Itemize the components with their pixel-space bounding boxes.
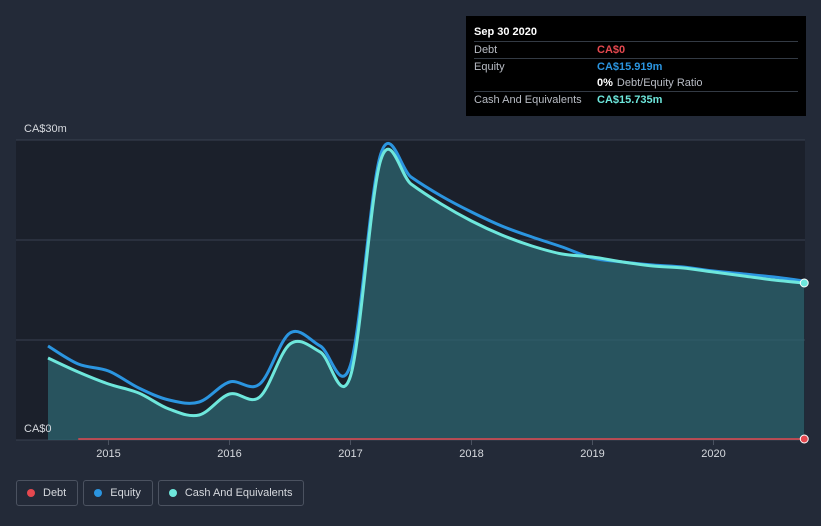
- cash-area-fill: [48, 149, 805, 440]
- tooltip-equity-row: Equity CA$15.919m: [474, 58, 798, 75]
- tooltip-cash-value: CA$15.735m: [597, 94, 663, 106]
- legend-item-equity[interactable]: Equity: [83, 480, 153, 506]
- cash-dot-icon: [168, 489, 177, 497]
- legend-label-cash: Cash And Equivalents: [184, 487, 293, 499]
- tooltip-debt-row: Debt CA$0: [474, 41, 798, 58]
- x-tick-label: 2020: [701, 448, 725, 460]
- x-tick-label: 2016: [217, 448, 241, 460]
- legend-item-cash[interactable]: Cash And Equivalents: [157, 480, 305, 506]
- tooltip-ratio-row: 0% Debt/Equity Ratio: [474, 75, 798, 91]
- end-markers: [799, 278, 809, 444]
- x-tick-label: 2019: [580, 448, 604, 460]
- y-axis-top-label: CA$30m: [24, 123, 67, 135]
- debt-dot-icon: [27, 489, 35, 497]
- legend-label-equity: Equity: [110, 487, 141, 499]
- x-tick-label: 2017: [338, 448, 362, 460]
- tooltip-panel: Sep 30 2020 Debt CA$0 Equity CA$15.919m …: [466, 16, 806, 116]
- tooltip-date: Sep 30 2020: [474, 26, 537, 38]
- tooltip-ratio-label: Debt/Equity Ratio: [616, 77, 703, 89]
- tooltip-debt-value: CA$0: [597, 44, 626, 56]
- y-axis-bottom-label: CA$0: [24, 423, 52, 435]
- tooltip-cash-label: Cash And Equivalents: [474, 94, 582, 106]
- tooltip-ratio-spacer: [474, 75, 597, 91]
- legend: Debt Equity Cash And Equivalents: [16, 480, 309, 506]
- x-axis-ticks: 2015 2016 2017 2018 2019 2020: [96, 440, 726, 460]
- x-tick-label: 2018: [459, 448, 483, 460]
- cash-end-marker: [799, 278, 809, 288]
- tooltip-ratio-value: 0%: [597, 77, 613, 89]
- x-tick-label: 2015: [96, 448, 120, 460]
- legend-label-debt: Debt: [43, 487, 67, 499]
- tooltip-equity-label: Equity: [474, 61, 505, 73]
- cash-line: [47, 148, 805, 418]
- debt-end-marker: [799, 434, 809, 444]
- tooltip-equity-value: CA$15.919m: [597, 61, 663, 73]
- equity-dot-icon: [94, 489, 103, 497]
- legend-item-debt[interactable]: Debt: [16, 480, 79, 506]
- tooltip-debt-label: Debt: [474, 44, 498, 56]
- tooltip-cash-row: Cash And Equivalents CA$15.735m: [474, 91, 798, 108]
